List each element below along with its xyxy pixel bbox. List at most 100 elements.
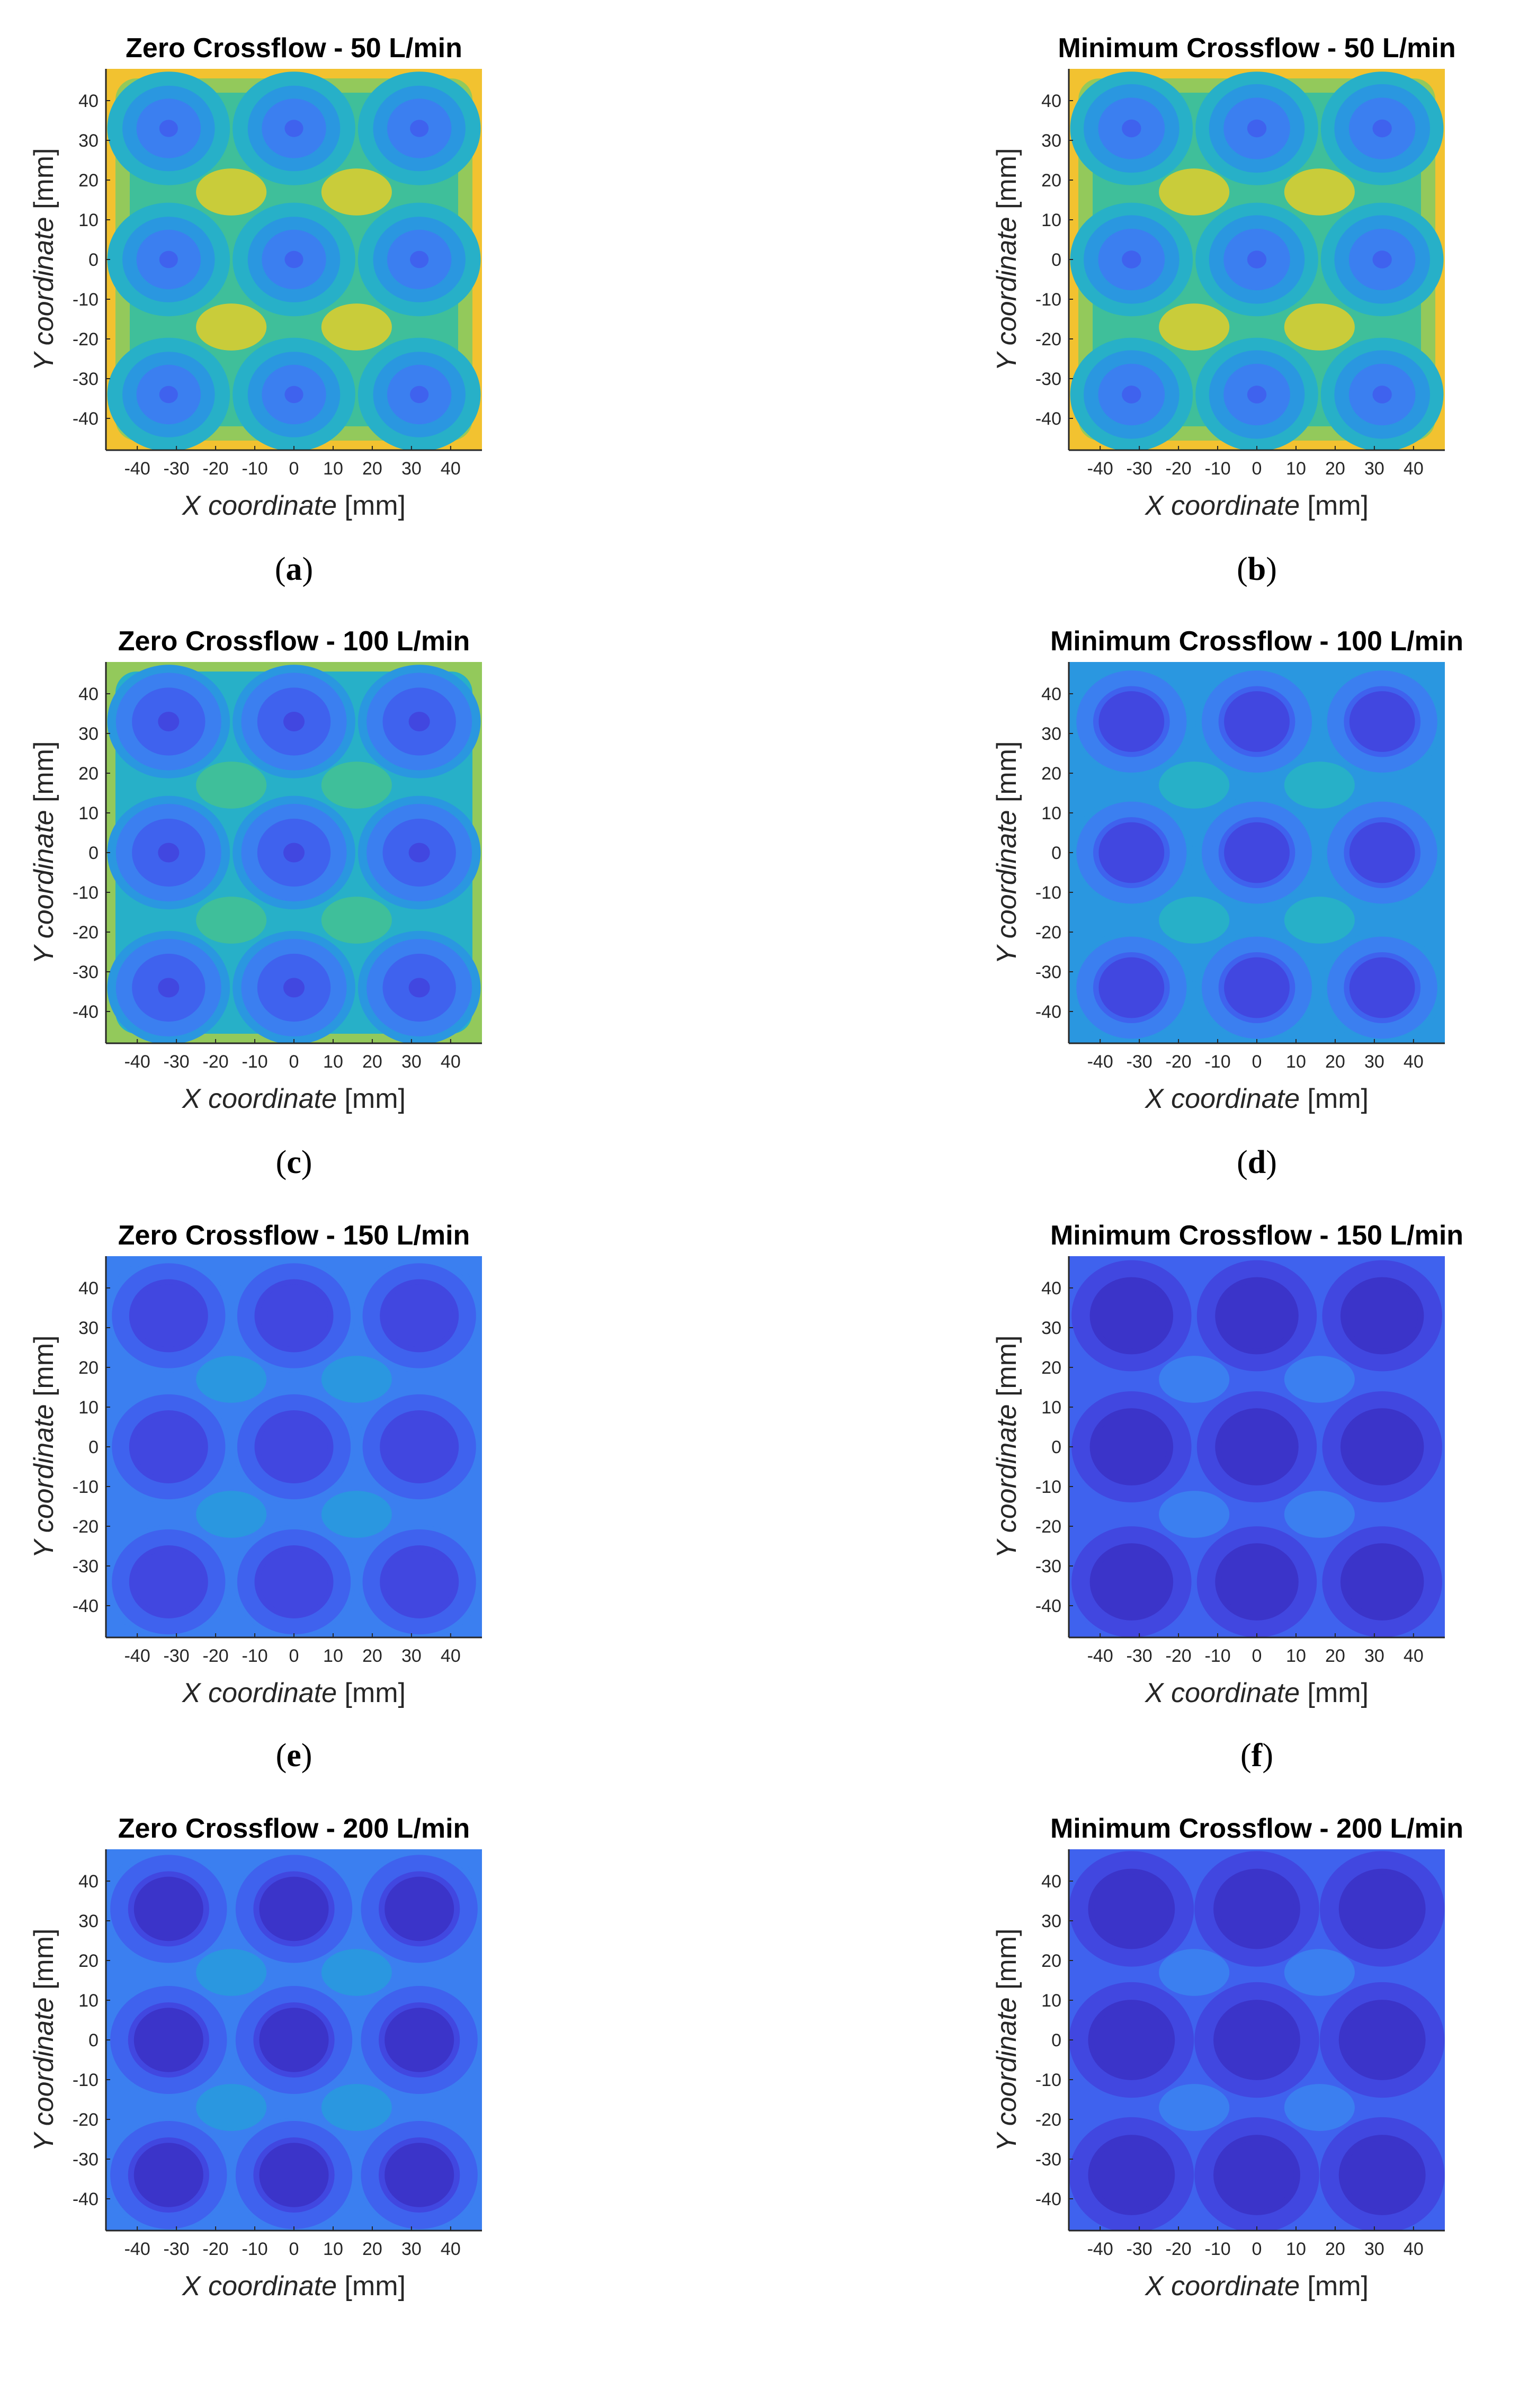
- x-tick-label: 0: [1252, 1052, 1262, 1072]
- y-tick-label: 40: [1041, 1278, 1061, 1299]
- jet-contour-ring: [410, 120, 429, 137]
- x-tick-label: -40: [124, 1052, 150, 1072]
- x-tick-label: 40: [1404, 1052, 1424, 1072]
- y-tick-label: -30: [73, 962, 99, 982]
- stagnation-patch: [196, 168, 267, 216]
- y-tick-label: 30: [1041, 1911, 1061, 1931]
- jet-contour-ring: [410, 386, 429, 404]
- x-tick-label: -10: [242, 1052, 267, 1072]
- contour-field: [1069, 1849, 1445, 2231]
- jet-contour-ring: [283, 843, 305, 863]
- y-tick-label: -10: [73, 290, 99, 310]
- stagnation-patch: [1284, 1491, 1355, 1538]
- chart-title: Zero Crossflow - 100 L/min: [118, 626, 470, 657]
- x-tick-label: 0: [289, 2239, 299, 2259]
- x-tick-label: -20: [203, 1052, 229, 1072]
- jet-contour-ring: [1372, 119, 1392, 138]
- contour-field: [106, 662, 482, 1043]
- x-axis-label: X coordinate [mm]: [1145, 1084, 1369, 1114]
- jet-contour-ring: [133, 1876, 203, 1941]
- contour-panel-h: Minimum Crossflow - 200 L/min -40 -30 -20 -1…: [984, 1810, 1519, 2408]
- x-tick-label: 10: [323, 2239, 343, 2259]
- y-tick-label: -40: [1035, 2189, 1061, 2209]
- x-tick-label: 10: [1286, 1052, 1306, 1072]
- x-tick-label: 40: [1404, 459, 1424, 479]
- y-tick-label: 20: [78, 764, 99, 784]
- chart-svg: Minimum Crossflow - 50 L/min -40 -30 -20 -10…: [991, 33, 1456, 521]
- y-tick-label: 0: [88, 250, 99, 270]
- x-tick-label: 20: [362, 2239, 382, 2259]
- y-tick-label: -40: [73, 409, 99, 429]
- jet-contour-ring: [259, 2008, 329, 2072]
- stagnation-patch: [196, 2084, 267, 2131]
- subfigure-caption: (f): [1240, 1738, 1273, 1774]
- x-tick-label: 10: [323, 1646, 343, 1666]
- jet-contour-ring: [260, 1550, 328, 1614]
- jet-contour-ring: [1346, 1548, 1418, 1615]
- y-tick-label: 20: [78, 1358, 99, 1378]
- y-tick-label: 40: [1041, 684, 1061, 704]
- x-tick-label: 20: [1325, 1052, 1345, 1072]
- chart-svg: Zero Crossflow - 200 L/min -40 -30 -20 -10 0 1…: [29, 1813, 482, 2302]
- jet-contour-ring: [385, 1415, 453, 1479]
- y-tick-label: 30: [1041, 1318, 1061, 1338]
- chart-title: Minimum Crossflow - 200 L/min: [1050, 1813, 1463, 1844]
- x-axis-label: X coordinate [mm]: [1145, 2271, 1369, 2302]
- jet-contour-ring: [159, 120, 178, 137]
- y-axis-label: Y coordinate [mm]: [991, 148, 1022, 371]
- x-tick-label: -30: [164, 1646, 190, 1666]
- jet-contour-ring: [1345, 1874, 1419, 1944]
- jet-contour-ring: [1219, 2141, 1294, 2209]
- jet-contour-ring: [135, 1415, 203, 1479]
- subfigure-caption: (d): [1237, 1144, 1277, 1180]
- x-tick-label: -10: [1204, 2239, 1230, 2259]
- stagnation-patch: [1159, 897, 1230, 944]
- jet-contour-ring: [1122, 250, 1141, 268]
- y-tick-label: 0: [1051, 843, 1061, 863]
- jet-contour-ring: [1349, 957, 1415, 1018]
- jet-contour-ring: [1345, 2006, 1419, 2074]
- y-tick-label: 30: [1041, 724, 1061, 744]
- jet-contour-ring: [408, 843, 430, 863]
- y-tick-label: -20: [1035, 1517, 1061, 1537]
- x-tick-label: -10: [1204, 459, 1230, 479]
- y-tick-label: -30: [73, 2150, 99, 2170]
- y-tick-label: -40: [73, 2189, 99, 2209]
- y-tick-label: 10: [78, 803, 99, 823]
- stagnation-patch: [1284, 1949, 1355, 1996]
- x-tick-label: -10: [242, 1646, 267, 1666]
- y-tick-label: 20: [1041, 171, 1061, 191]
- y-tick-label: -20: [1035, 329, 1061, 350]
- jet-contour-ring: [1224, 691, 1290, 752]
- x-tick-label: -20: [203, 1646, 229, 1666]
- x-tick-label: 40: [441, 1052, 461, 1072]
- jet-contour-ring: [159, 386, 178, 404]
- y-tick-label: -10: [1035, 2070, 1061, 2090]
- chart-svg: Minimum Crossflow - 150 L/min -40 -30 -20 -1…: [991, 1220, 1463, 1708]
- y-tick-label: 30: [1041, 131, 1061, 151]
- stagnation-patch: [321, 2084, 392, 2131]
- jet-contour-ring: [385, 2008, 454, 2072]
- jet-contour-ring: [1095, 1283, 1167, 1349]
- x-tick-label: 30: [1364, 1052, 1384, 1072]
- x-tick-label: 10: [1286, 2239, 1306, 2259]
- y-axis-label: Y coordinate [mm]: [991, 1335, 1022, 1558]
- y-tick-label: 0: [88, 2030, 99, 2051]
- x-tick-label: 0: [289, 1052, 299, 1072]
- y-tick-label: 10: [1041, 210, 1061, 230]
- contour-panel-a: Zero Crossflow - 50 L/min -40 -30 -20 -10 0 10…: [21, 29, 577, 628]
- y-tick-label: 20: [1041, 1951, 1061, 1971]
- x-tick-label: -40: [1087, 2239, 1113, 2259]
- jet-contour-ring: [1221, 1413, 1293, 1480]
- y-tick-label: 10: [78, 1991, 99, 2011]
- stagnation-patch: [196, 897, 267, 944]
- jet-contour-ring: [133, 2143, 203, 2207]
- x-tick-label: -40: [124, 459, 150, 479]
- chart-svg: Minimum Crossflow - 100 L/min -40 -30 -20 -1…: [991, 626, 1463, 1114]
- chart-title: Minimum Crossflow - 150 L/min: [1050, 1220, 1463, 1251]
- stagnation-patch: [321, 762, 392, 809]
- jet-contour-ring: [284, 386, 303, 404]
- x-tick-label: 20: [1325, 459, 1345, 479]
- x-tick-label: 0: [1252, 459, 1262, 479]
- contour-panel-f: Minimum Crossflow - 150 L/min -40 -30 -20 -1…: [984, 1216, 1519, 1815]
